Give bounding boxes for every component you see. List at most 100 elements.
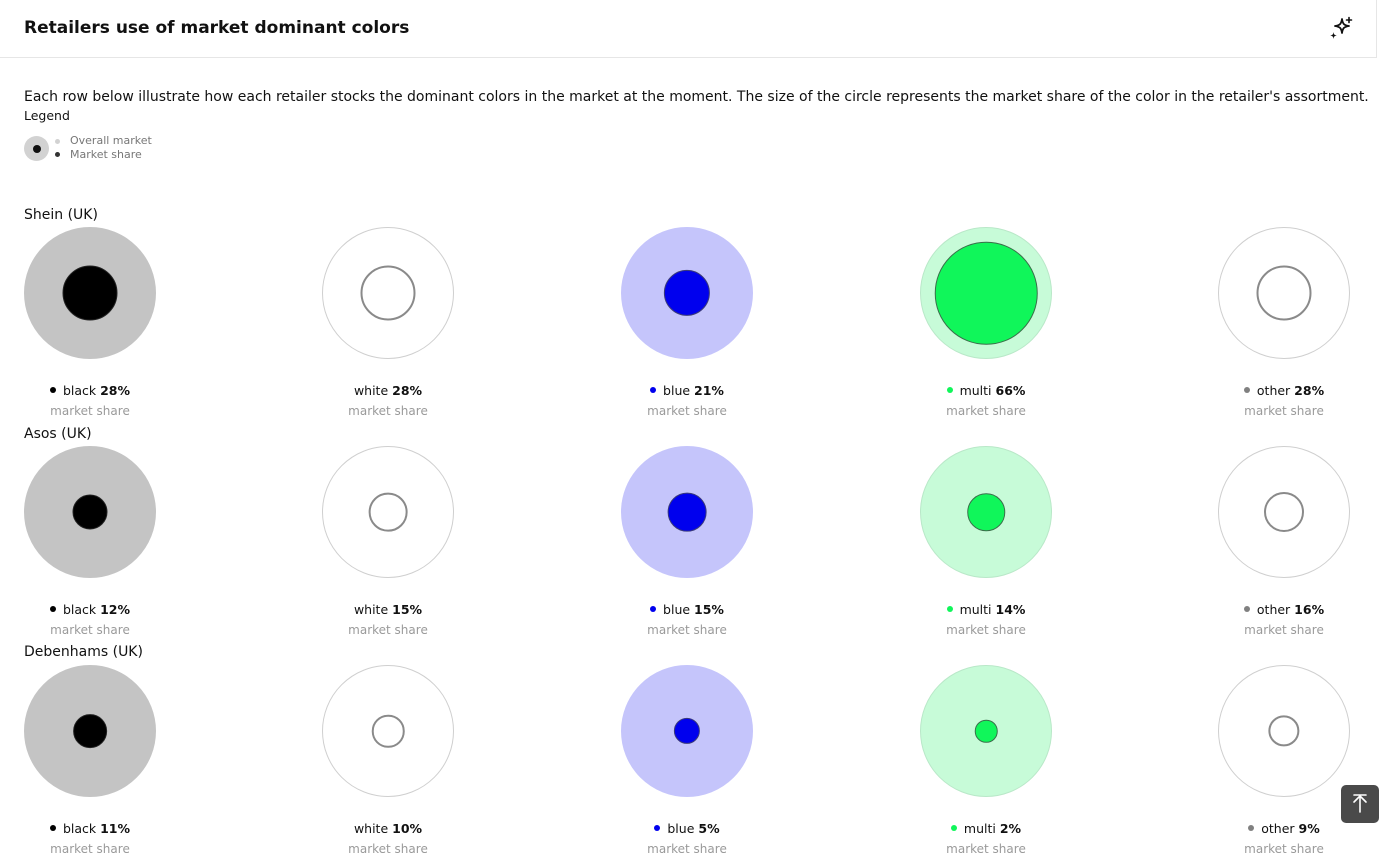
page-title: Retailers use of market dominant colors: [24, 18, 410, 38]
color-swatch-dot: [650, 606, 657, 612]
scroll-to-top-button[interactable]: [1341, 785, 1379, 823]
share-caption: market share: [50, 404, 130, 418]
market-share-circle: [1268, 715, 1300, 747]
color-swatch-dot: [946, 606, 953, 612]
page-header: Retailers use of market dominant colors: [0, 0, 1377, 58]
legend-share-label: Market share: [70, 148, 142, 161]
color-swatch-dot: [946, 387, 953, 393]
color-share-label: white 28%: [308, 383, 468, 398]
share-caption: market share: [1244, 842, 1324, 856]
overall-market-circle: [1218, 665, 1350, 797]
color-swatch-dot: [49, 825, 56, 831]
legend-share-circle: [32, 144, 41, 153]
color-share-label: other 28%: [1204, 383, 1364, 398]
market-share-circle: [673, 717, 701, 745]
market-share-circle: [62, 265, 118, 321]
chart-description: Each row below illustrate how each retai…: [24, 89, 1369, 105]
market-share-circle: [934, 241, 1038, 345]
color-cell-white: white 28% market share: [308, 227, 468, 427]
color-share-label: other 16%: [1204, 602, 1364, 617]
share-value: 21%: [694, 383, 724, 398]
arrow-up-icon: [1353, 794, 1367, 813]
color-name: multi: [963, 821, 1000, 836]
color-swatch-dot: [49, 387, 56, 393]
color-share-label: multi 2%: [906, 821, 1066, 836]
share-value: 15%: [392, 602, 423, 617]
market-share-circle: [73, 714, 107, 748]
color-cell-multi: multi 2% market share: [906, 665, 1066, 865]
share-caption: market share: [946, 623, 1026, 637]
share-value: 10%: [392, 821, 423, 836]
color-name: multi: [959, 602, 996, 617]
market-share-circle: [967, 493, 1005, 531]
color-name: black: [62, 602, 101, 617]
color-cell-multi: multi 66% market share: [906, 227, 1066, 427]
market-share-circle: [1256, 265, 1312, 321]
legend: Legend Overall market Market share: [24, 108, 152, 164]
color-cell-other: other 28% market share: [1204, 227, 1364, 427]
color-swatch-dot: [650, 387, 657, 393]
share-caption: market share: [348, 623, 428, 637]
share-value: 28%: [392, 383, 423, 398]
color-cell-black: black 11% market share: [10, 665, 170, 865]
color-swatch-dot: [1248, 825, 1255, 831]
color-swatch-dot: [950, 825, 957, 831]
share-caption: market share: [50, 842, 130, 856]
share-value: 5%: [698, 821, 720, 836]
color-cell-other: other 9% market share: [1204, 665, 1364, 865]
color-cell-other: other 16% market share: [1204, 446, 1364, 646]
share-caption: market share: [946, 404, 1026, 418]
color-share-label: other 9%: [1204, 821, 1364, 836]
sparkle-icon[interactable]: [1327, 15, 1355, 43]
color-cell-blue: blue 15% market share: [607, 446, 767, 646]
share-caption: market share: [348, 842, 428, 856]
legend-overall-label: Overall market: [70, 134, 152, 147]
market-share-circle: [368, 492, 408, 532]
retailer-label: Asos (UK): [24, 426, 92, 442]
color-cell-white: white 10% market share: [308, 665, 468, 865]
color-share-label: black 12%: [10, 602, 170, 617]
color-cell-multi: multi 14% market share: [906, 446, 1066, 646]
share-caption: market share: [348, 404, 428, 418]
legend-overall-dot: [55, 139, 60, 144]
share-value: 2%: [999, 821, 1022, 836]
retailer-label: Debenhams (UK): [24, 644, 143, 660]
color-name: white: [353, 383, 393, 398]
color-name: other: [1261, 821, 1299, 836]
color-name: blue: [663, 383, 695, 398]
share-caption: market share: [647, 623, 727, 637]
market-share-circle: [1264, 492, 1304, 532]
color-name: other: [1256, 383, 1295, 398]
color-share-label: black 11%: [10, 821, 170, 836]
color-name: other: [1256, 602, 1295, 617]
color-swatch-dot: [49, 606, 56, 612]
share-value: 28%: [100, 383, 131, 398]
market-share-circle: [667, 492, 707, 532]
color-share-label: white 10%: [308, 821, 468, 836]
share-value: 28%: [1294, 383, 1325, 398]
color-cell-blue: blue 21% market share: [607, 227, 767, 427]
legend-title: Legend: [24, 108, 70, 123]
share-caption: market share: [647, 842, 727, 856]
share-caption: market share: [946, 842, 1026, 856]
color-share-label: blue 15%: [607, 602, 767, 617]
share-value: 14%: [995, 602, 1026, 617]
retailer-label: Shein (UK): [24, 207, 98, 223]
market-share-circle: [72, 494, 108, 530]
share-value: 16%: [1294, 602, 1325, 617]
share-caption: market share: [50, 623, 130, 637]
color-share-label: multi 66%: [906, 383, 1066, 398]
share-caption: market share: [1244, 623, 1324, 637]
color-swatch-dot: [1243, 387, 1250, 393]
color-share-label: blue 21%: [607, 383, 767, 398]
legend-share-dot: [55, 152, 60, 157]
color-name: black: [62, 821, 101, 836]
color-name: white: [353, 821, 393, 836]
share-value: 11%: [100, 821, 131, 836]
share-value: 9%: [1298, 821, 1320, 836]
share-value: 66%: [995, 383, 1026, 398]
market-share-circle: [371, 714, 405, 748]
color-cell-black: black 12% market share: [10, 446, 170, 646]
color-share-label: black 28%: [10, 383, 170, 398]
color-name: white: [353, 602, 393, 617]
